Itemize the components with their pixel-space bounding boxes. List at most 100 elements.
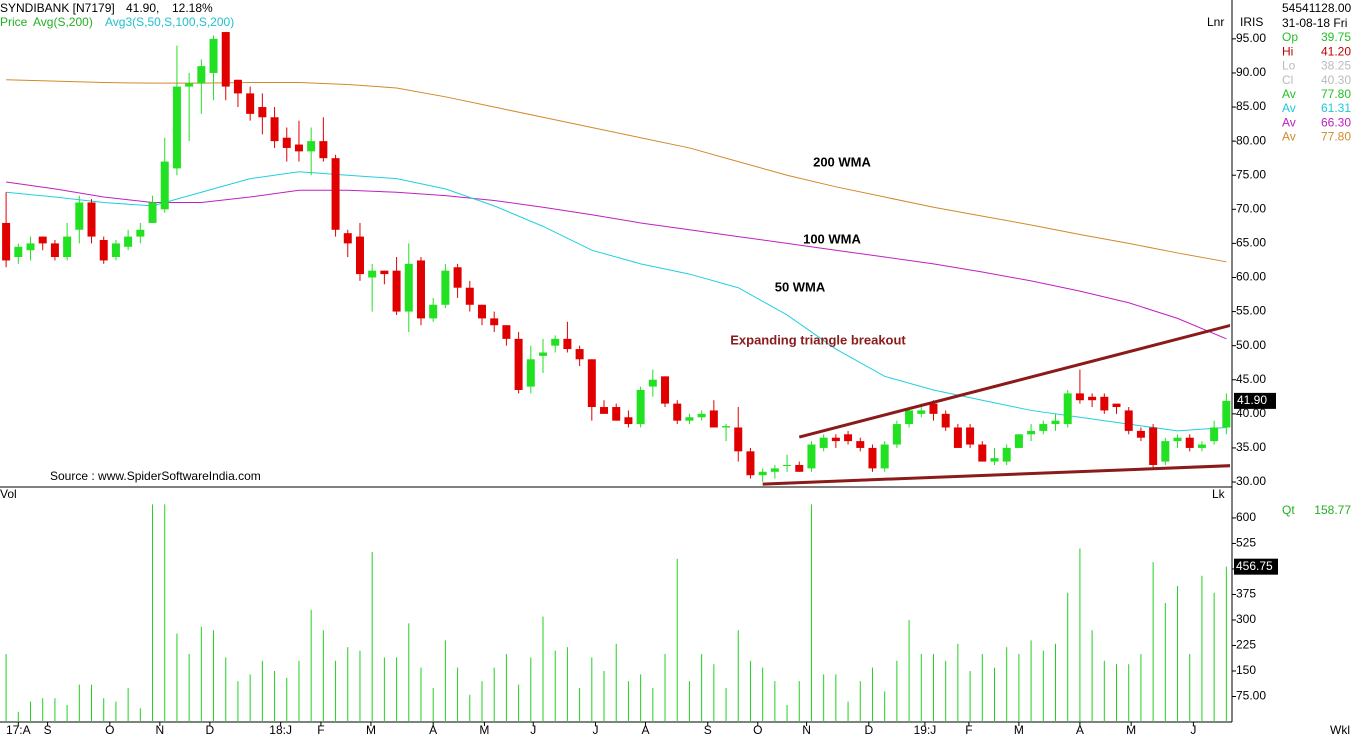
candle-body	[380, 270, 389, 275]
info-label: Hi	[1282, 44, 1293, 58]
legend-item: Price	[0, 15, 28, 29]
x-tick-label: A	[641, 723, 649, 737]
x-tick-label: 18:J	[269, 723, 292, 737]
y-tick-label: 80.00	[1236, 133, 1266, 147]
info-label: Av	[1282, 115, 1296, 129]
candle-body	[99, 239, 108, 261]
candle-body	[831, 437, 840, 442]
candle-body	[1112, 403, 1121, 408]
candle-body	[905, 410, 914, 425]
candle-body	[87, 202, 96, 237]
x-tick-label: O	[753, 723, 762, 737]
candle-body	[502, 325, 511, 339]
candle-body	[636, 389, 645, 425]
candle-body	[1002, 447, 1011, 462]
moving-average	[6, 171, 1227, 432]
y-tick-label: 45.00	[1236, 372, 1266, 386]
candle-body	[233, 79, 242, 94]
info-value: 39.75	[1321, 30, 1351, 44]
candle-body	[624, 417, 633, 425]
candle-body	[612, 407, 621, 421]
candle-body	[319, 141, 328, 159]
candle-body	[600, 407, 609, 414]
candle-body	[1100, 396, 1109, 411]
candle-body	[368, 270, 377, 278]
candle-body	[270, 117, 279, 142]
x-tick-label: O	[105, 723, 114, 737]
x-tick-label: J	[1190, 723, 1196, 737]
candle-body	[1210, 427, 1219, 442]
annotation: Expanding triangle breakout	[730, 332, 906, 347]
candle-body	[172, 86, 181, 169]
info-value: 77.80	[1321, 130, 1351, 144]
candle-body	[26, 243, 35, 251]
candle-body	[1014, 434, 1023, 448]
volume-name: Vol	[0, 487, 17, 501]
volume-axis-label: Wkl	[1330, 723, 1350, 737]
info-value: 38.25	[1321, 59, 1351, 73]
candle-body	[307, 141, 316, 152]
x-tick-label: F	[317, 723, 324, 737]
candle-body	[575, 349, 584, 360]
info-value: 61.31	[1321, 101, 1351, 115]
candle-body	[526, 359, 535, 387]
info-label: Cl	[1282, 73, 1293, 87]
x-tick-label: D	[206, 723, 215, 737]
volume-tick-label: 225	[1236, 638, 1256, 652]
candle-body	[38, 236, 47, 244]
info-value: 41.20	[1321, 44, 1351, 58]
candle-body	[416, 260, 425, 319]
candle-body	[331, 158, 340, 230]
trendline	[762, 464, 1230, 486]
scale-label: Lnr	[1207, 15, 1224, 29]
candle-body	[1197, 444, 1206, 448]
moving-average	[6, 181, 1227, 340]
candle-body	[1161, 441, 1170, 462]
candle-body	[844, 434, 853, 442]
candle-body	[1222, 400, 1231, 428]
candle-body	[490, 318, 499, 326]
legend-item: Avg(S,200)	[33, 15, 93, 29]
annotation: 200 WMA	[813, 154, 871, 169]
candle-body	[1185, 437, 1194, 448]
candle-body	[807, 444, 816, 469]
candle-body	[1063, 393, 1072, 425]
x-tick-label: M	[479, 723, 489, 737]
y-tick-label: 60.00	[1236, 270, 1266, 284]
qt-value: 158.77	[1314, 503, 1351, 517]
y-tick-label: 90.00	[1236, 65, 1266, 79]
volume-tick-label: 525	[1236, 536, 1256, 550]
candle-body	[1173, 437, 1182, 442]
x-tick-label: F	[965, 723, 972, 737]
last-volume-box	[1234, 558, 1278, 575]
candle-body	[673, 403, 682, 421]
candle-body	[258, 107, 267, 118]
candle-body	[795, 464, 804, 472]
y-tick-label: 40.00	[1236, 406, 1266, 420]
qt-label: Qt	[1282, 503, 1295, 517]
change: 12.18%	[172, 1, 213, 15]
x-tick-label: 17:A	[6, 723, 31, 737]
info-value: 40.30	[1321, 73, 1351, 87]
trendline	[798, 323, 1230, 439]
x-tick-label: A	[429, 723, 437, 737]
candle-body	[185, 83, 194, 87]
candle-body	[563, 338, 572, 350]
candle-body	[648, 379, 657, 387]
candle-body	[868, 447, 877, 469]
candle-body	[1088, 396, 1097, 401]
symbol: SYNDIBANK [N7179]	[0, 1, 115, 15]
candle-body	[966, 427, 975, 445]
y-tick-label: 70.00	[1236, 201, 1266, 215]
candle-body	[892, 424, 901, 445]
candle-body	[246, 93, 255, 114]
candle-body	[160, 161, 169, 210]
candle-body	[221, 32, 230, 87]
candle-body	[1051, 420, 1060, 425]
last-volume-label: 456.75	[1236, 559, 1273, 573]
candle-body	[477, 304, 486, 319]
candle-body	[758, 471, 767, 476]
info-label: Av	[1282, 87, 1296, 101]
candle-body	[661, 376, 670, 404]
